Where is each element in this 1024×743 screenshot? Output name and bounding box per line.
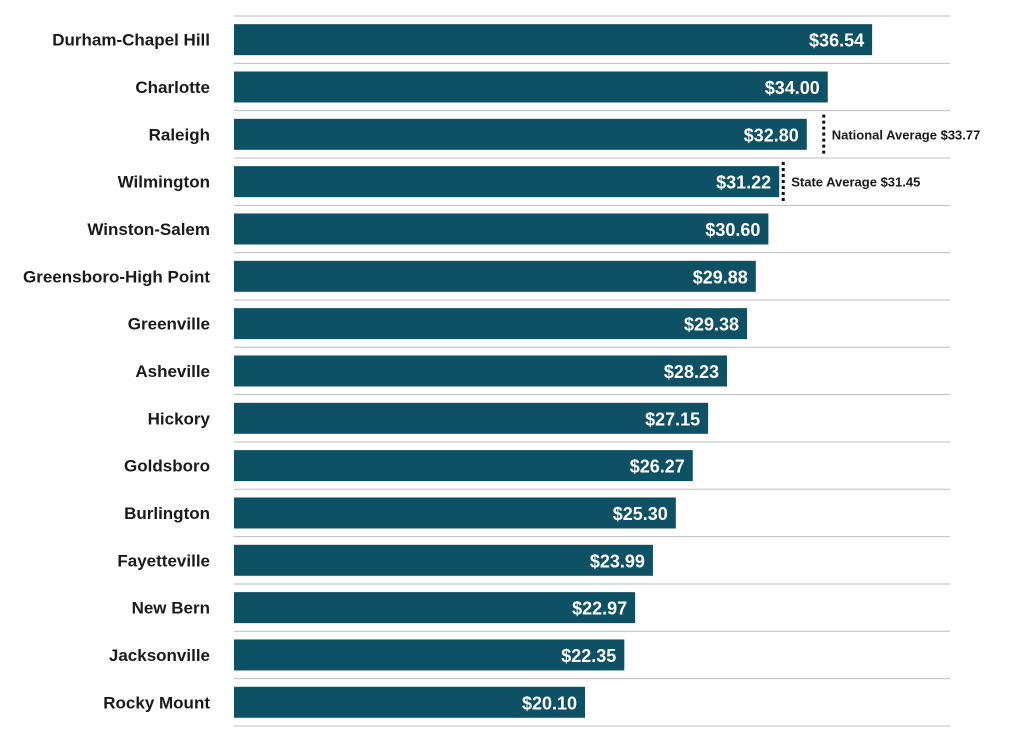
- category-label: Greensboro-High Point: [23, 267, 210, 286]
- bar: [234, 497, 676, 529]
- value-label: $28.23: [664, 362, 719, 382]
- value-label: $30.60: [705, 220, 760, 240]
- category-label: Raleigh: [149, 125, 210, 144]
- category-label: Fayetteville: [117, 551, 210, 570]
- value-label: $29.38: [684, 315, 739, 335]
- value-label: $25.30: [613, 504, 668, 524]
- value-label: $29.88: [693, 267, 748, 287]
- bar: [234, 544, 653, 576]
- category-label: New Bern: [132, 599, 210, 618]
- value-label: $22.97: [572, 599, 627, 619]
- bar: [234, 592, 636, 624]
- reference-line-label: State Average $31.45: [791, 175, 920, 190]
- value-label: $34.00: [765, 78, 820, 98]
- bar: [234, 308, 748, 340]
- bar: [234, 686, 586, 718]
- bar: [234, 639, 625, 671]
- category-label: Goldsboro: [124, 457, 210, 476]
- category-label: Charlotte: [135, 78, 210, 97]
- bar: [234, 260, 756, 292]
- bar: [234, 402, 709, 434]
- category-label: Winston-Salem: [87, 220, 210, 239]
- category-label: Hickory: [148, 409, 211, 428]
- bar: [234, 450, 693, 482]
- value-label: $26.27: [630, 457, 685, 477]
- value-label: $36.54: [809, 31, 864, 51]
- reference-line-label: National Average $33.77: [832, 127, 981, 142]
- category-label: Jacksonville: [109, 646, 210, 665]
- value-label: $22.35: [561, 646, 616, 666]
- bar: [234, 166, 780, 198]
- value-label: $27.15: [645, 409, 700, 429]
- value-label: $31.22: [716, 173, 771, 193]
- bar: [234, 24, 873, 56]
- bar: [234, 355, 727, 387]
- category-label: Asheville: [135, 362, 210, 381]
- value-label: $20.10: [522, 693, 577, 713]
- category-label: Wilmington: [118, 173, 210, 192]
- category-label: Durham-Chapel Hill: [52, 31, 210, 50]
- bar: [234, 118, 807, 150]
- value-label: $23.99: [590, 551, 645, 571]
- category-label: Rocky Mount: [103, 693, 210, 712]
- category-label: Greenville: [128, 315, 210, 334]
- category-label: Burlington: [124, 504, 210, 523]
- value-label: $32.80: [744, 125, 799, 145]
- bar: [234, 213, 769, 245]
- bar: [234, 71, 828, 103]
